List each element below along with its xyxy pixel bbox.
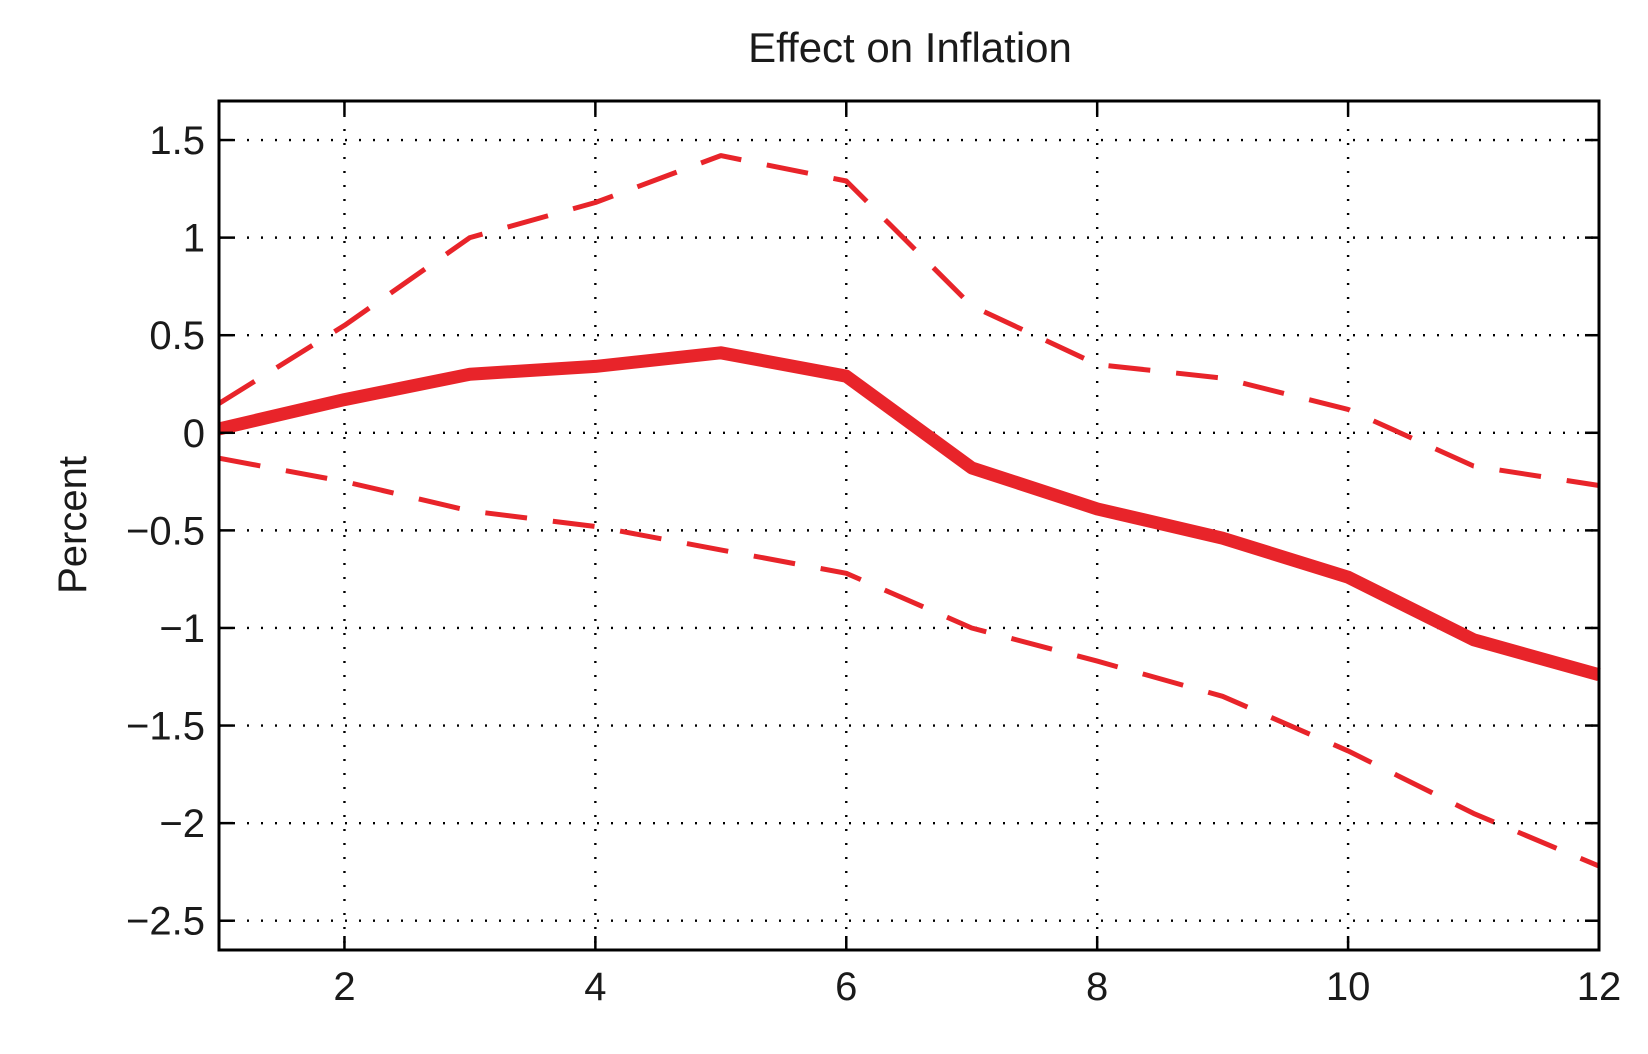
x-tick-label: 8 xyxy=(1086,965,1108,1009)
x-tick-label: 2 xyxy=(333,965,355,1009)
y-tick-label: −0.5 xyxy=(126,509,205,553)
estimate-line xyxy=(217,346,1601,682)
lower-band-line xyxy=(218,455,1600,869)
x-tick-label: 12 xyxy=(1577,965,1622,1009)
y-tick-label: −2 xyxy=(159,802,205,846)
y-tick-label: −1 xyxy=(159,607,205,651)
chart-title: Effect on Inflation xyxy=(748,24,1072,71)
y-tick-label: −1.5 xyxy=(126,705,205,749)
y-tick-label: 0 xyxy=(183,412,205,456)
x-tick-label: 10 xyxy=(1326,965,1371,1009)
ticks xyxy=(219,101,1601,950)
x-tick-label: 4 xyxy=(584,965,606,1009)
y-tick-label: −2.5 xyxy=(126,900,205,944)
upper-band-line xyxy=(217,153,1600,488)
series-layer xyxy=(217,153,1601,869)
y-tick-label: 0.5 xyxy=(149,314,205,358)
y-tick-label: 1 xyxy=(183,217,205,261)
y-tick-labels: 1.5 1 0.5 0 −0.5 −1 −1.5 −2 −2.5 xyxy=(126,119,205,944)
plot-frame xyxy=(217,99,1601,952)
x-tick-label: 6 xyxy=(835,965,857,1009)
y-tick-label: 1.5 xyxy=(149,119,205,163)
x-tick-labels: 2 4 6 8 10 12 xyxy=(333,965,1621,1009)
y-axis-label: Percent xyxy=(51,456,95,594)
grid xyxy=(219,101,1601,950)
